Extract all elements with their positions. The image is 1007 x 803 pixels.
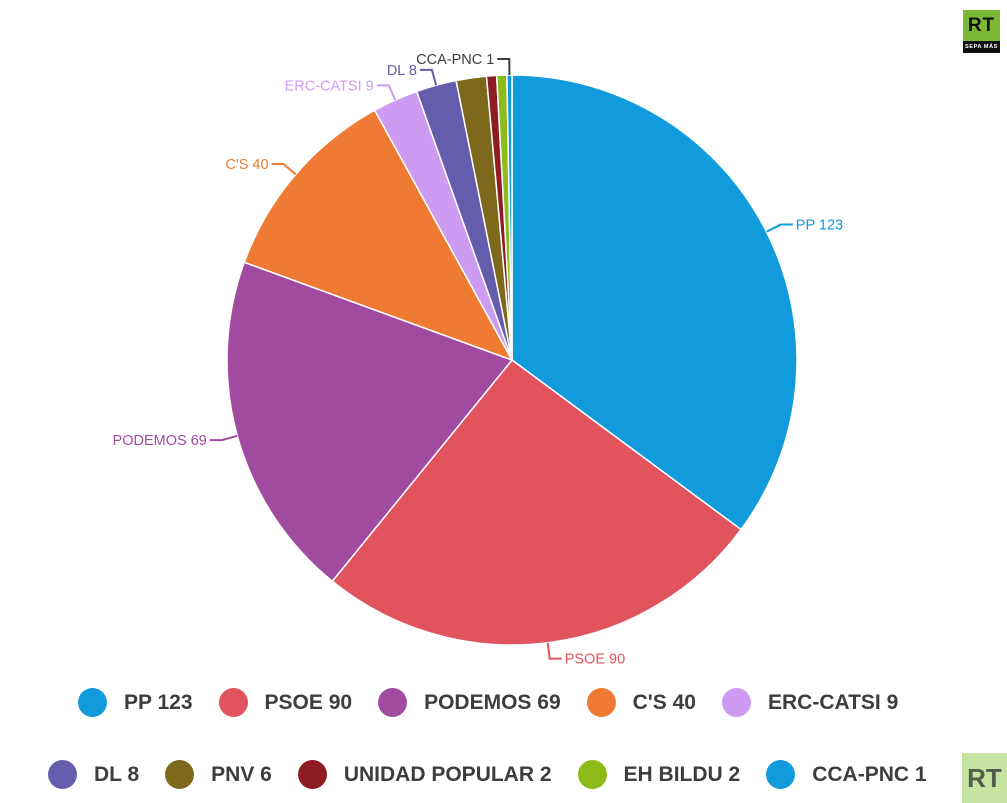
leader-line-dl [419, 68, 438, 86]
legend-label-podemos: PODEMOS 69 [424, 690, 561, 714]
legend-label-erc-catsi: ERC-CATSI 9 [767, 690, 899, 714]
leader-line-psoe [546, 642, 562, 660]
legend-item-erc-catsi: ERC-CATSI 9 [721, 688, 899, 717]
slice-label-c-s: C'S 40 [225, 157, 268, 173]
slice-label-cca-pnc: CCA-PNC 1 [416, 52, 494, 68]
pie-slice-podemos [226, 261, 514, 583]
legend-item-dl: DL 8 [48, 760, 139, 789]
legend-swatch-erc-catsi [721, 688, 751, 717]
slice-label-pp: PP 123 [796, 218, 843, 234]
legend-item-pp: PP 123 [78, 688, 193, 717]
legend-label-cca-pnc: CCA-PNC 1 [812, 762, 927, 786]
pie-chart: PP 123 PSOE 90 PODEMOS 69 C'S 40 ERC-CATSI 9… [113, 52, 844, 668]
pie-slice-c-s [243, 109, 514, 362]
legend-row-1: PP 123 PSOE 90 PODEMOS 69 C'S 40 ERC-CATSI 9 [78, 688, 898, 717]
rt-logo-text: RT [967, 14, 996, 36]
rt-logo: RT SEPA MÁS [963, 10, 1000, 53]
legend-item-unidad-popular: UNIDAD POPULAR 2 [297, 760, 552, 789]
legend-item-podemos: PODEMOS 69 [378, 688, 561, 717]
legend-item-cca-pnc: CCA-PNC 1 [766, 760, 927, 789]
leader-line-c-s [271, 163, 297, 176]
leader-line-erc-catsi [376, 84, 397, 101]
legend-item-eh-bildu: EH BILDU 2 [577, 760, 741, 789]
slice-label-erc-catsi: ERC-CATSI 9 [285, 78, 374, 94]
legend-label-pnv: PNV 6 [211, 762, 272, 786]
legend-swatch-eh-bildu [577, 760, 607, 789]
rt-logo-tagline: SEPA MÁS [963, 41, 1000, 53]
legend-label-unidad-popular: UNIDAD POPULAR 2 [343, 762, 552, 786]
legend-swatch-cca-pnc [766, 760, 796, 789]
legend-swatch-c-s [586, 688, 616, 717]
legend-label-pp: PP 123 [124, 690, 193, 714]
legend-swatch-pnv [165, 760, 195, 789]
pie-slice-pp [511, 74, 798, 531]
legend-swatch-dl [48, 760, 77, 789]
leader-line-pp [766, 223, 793, 233]
slice-label-psoe: PSOE 90 [565, 652, 625, 668]
legend-label-dl: DL 8 [94, 762, 140, 786]
legend-label-eh-bildu: EH BILDU 2 [623, 762, 741, 786]
slice-label-podemos: PODEMOS 69 [113, 433, 207, 449]
legend-item-psoe: PSOE 90 [218, 688, 353, 717]
legend-label-psoe: PSOE 90 [264, 690, 353, 714]
slice-label-dl: DL 8 [387, 63, 417, 79]
legend-item-pnv: PNV 6 [165, 760, 272, 789]
legend-item-c-s: C'S 40 [586, 688, 696, 717]
rt-watermark-icon: RT [962, 753, 1007, 803]
rt-logo-icon: RT [963, 10, 1000, 41]
legend-swatch-unidad-popular [297, 760, 327, 789]
legend-label-c-s: C'S 40 [632, 690, 696, 714]
legend-swatch-psoe [218, 688, 248, 717]
legend-swatch-pp [78, 688, 107, 717]
legend-row-2: DL 8 PNV 6 UNIDAD POPULAR 2 EH BILDU 2 CCA-P… [48, 760, 927, 789]
pie-slice-psoe [331, 358, 743, 646]
legend-swatch-podemos [378, 688, 408, 717]
leader-line-cca-pnc [497, 58, 511, 76]
leader-line-podemos [209, 434, 238, 442]
